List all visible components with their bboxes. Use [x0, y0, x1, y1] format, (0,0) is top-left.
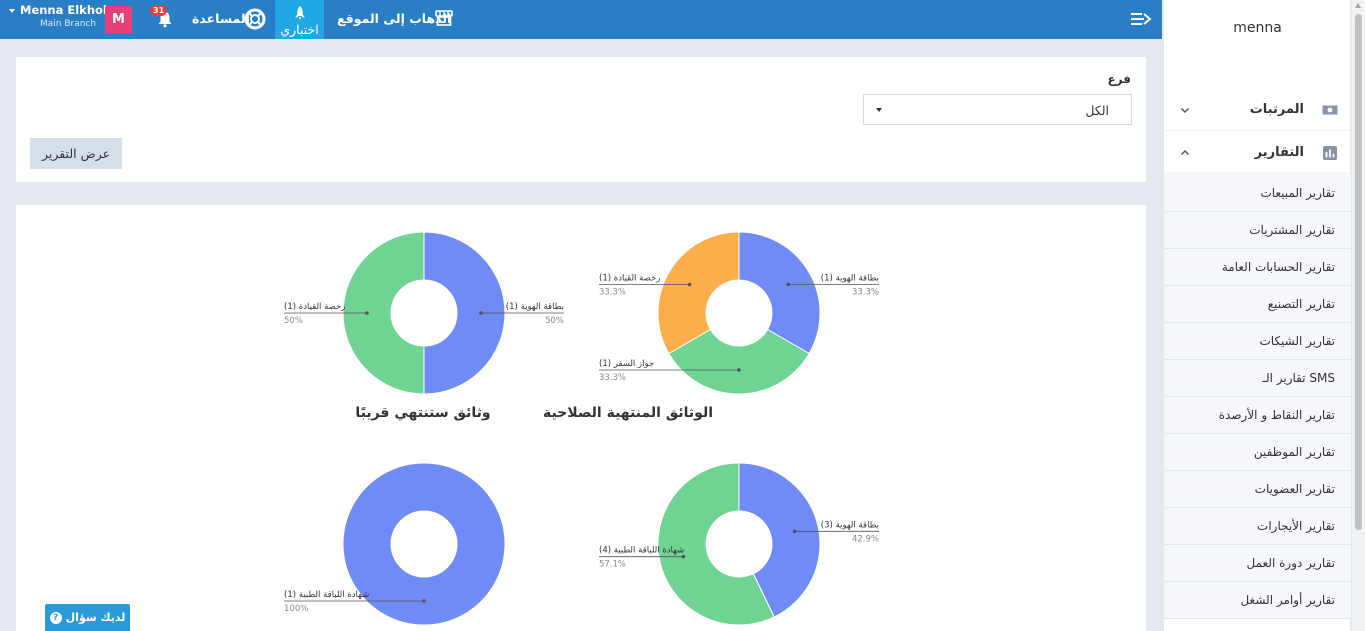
user-menu-caret-icon[interactable] [9, 9, 15, 13]
caret-down-icon [876, 108, 882, 112]
lifebuoy-icon[interactable] [244, 8, 266, 30]
sidebar: menna المرتبات التقارير تقارير المبيعات … [1163, 0, 1351, 631]
sidebar-item-rentals-reports[interactable]: تقارير الأيجارات [1164, 508, 1351, 545]
chart-title-expiring-soon: وثائق ستنتهي قريبًا [355, 405, 491, 421]
pie-slice [657, 231, 740, 355]
scrollbar[interactable] [1352, 0, 1365, 631]
sidebar-item-employees-reports[interactable]: تقارير الموظفين [1164, 434, 1351, 471]
slice-percent: 33.3% [599, 373, 626, 383]
sidebar-item-memberships-reports[interactable]: تقارير العضويات [1164, 471, 1351, 508]
sidebar-item-sales-reports[interactable]: تقارير المبيعات [1164, 175, 1351, 212]
test-mode-label: اختباري [280, 22, 319, 37]
slice-percent: 42.9% [852, 534, 879, 544]
sidebar-item-cheques-reports[interactable]: تقارير الشيكات [1164, 323, 1351, 360]
chevron-up-icon [1180, 149, 1190, 155]
scrollbar-thumb[interactable] [1355, 14, 1362, 530]
goto-site-link[interactable]: الذهاب إلى الموقع [337, 11, 452, 26]
sidebar-toggle-icon[interactable] [1130, 10, 1152, 28]
branch-select[interactable]: الكل [863, 94, 1132, 125]
show-report-button[interactable]: عرض التقرير [30, 138, 122, 169]
sidebar-item-reports[interactable]: التقارير [1164, 132, 1351, 174]
slice-label: بطاقة الهوية (3) [821, 520, 879, 530]
sidebar-item-manufacturing-reports[interactable]: تقارير التصنيع [1164, 286, 1351, 323]
pie-slice [738, 462, 821, 618]
user-name[interactable]: Menna Elkholy [20, 3, 115, 17]
sidebar-item-purchase-reports[interactable]: تقارير المشتريات [1164, 212, 1351, 249]
pie-slice [423, 231, 506, 395]
notifications-badge: 31 [150, 5, 168, 16]
pie-slice [738, 231, 821, 355]
top-navbar: Menna Elkholy Main Branch M 31 المساعدة … [0, 0, 1162, 39]
pie-slice [668, 328, 810, 395]
sidebar-item-points-reports[interactable]: تقارير النقاط و الأرصدة [1164, 397, 1351, 434]
branch-label: فرع [1107, 72, 1131, 86]
pie-slice [657, 462, 775, 626]
sidebar-item-sms-reports[interactable]: تقارير الـ SMS [1164, 360, 1351, 397]
slice-label: بطاقة الهوية (1) [821, 274, 879, 284]
pie-slice [342, 462, 506, 626]
filter-card: فرع الكل عرض التقرير [16, 57, 1146, 182]
sidebar-item-workflow-reports[interactable]: تقارير دورة العمل [1164, 545, 1351, 582]
slice-percent: 33.3% [852, 288, 879, 298]
question-icon: ? [49, 611, 62, 624]
sidebar-item-work-orders-reports[interactable]: تقارير أوامر الشغل [1164, 582, 1351, 619]
slice-label: رخصة القيادة (1) [284, 302, 345, 312]
test-mode-button[interactable]: اختباري [275, 0, 324, 39]
charts-card: بطاقة الهوية (1) 33.3% جواز السفر (1) 33.3%… [16, 205, 1146, 631]
chevron-down-icon [1180, 107, 1190, 113]
slice-percent: 50% [545, 316, 564, 326]
slice-label: بطاقة الهوية (1) [506, 302, 564, 312]
ask-question-label: لديك سؤال [65, 611, 126, 624]
chart-title-expired-documents: الوثائق المنتهية الصلاحية [542, 405, 714, 421]
help-link[interactable]: المساعدة [192, 11, 250, 26]
scroll-up-arrow-icon[interactable] [1355, 3, 1361, 8]
sidebar-item-accounting-reports[interactable]: تقارير الحسابات العامة [1164, 249, 1351, 286]
slice-percent: 33.3% [599, 288, 626, 298]
slice-label: جواز السفر (1) [599, 359, 654, 369]
slice-label: رخصة القيادة (1) [599, 274, 660, 284]
sidebar-item-salaries[interactable]: المرتبات [1164, 89, 1351, 131]
store-icon[interactable] [435, 10, 453, 26]
user-branch: Main Branch [40, 19, 97, 29]
reports-submenu: تقارير المبيعات تقارير المشتريات تقارير … [1164, 175, 1351, 619]
slice-label: شهادة اللياقة الطبية (1) [284, 590, 369, 600]
slice-percent: 57.1% [599, 560, 626, 570]
bar-chart-icon [1323, 145, 1337, 160]
ask-question-button[interactable]: ? لديك سؤال [45, 604, 130, 631]
branch-select-value: الكل [1085, 103, 1109, 118]
pie-slice [342, 231, 425, 395]
avatar[interactable]: M [105, 6, 132, 33]
money-icon [1322, 105, 1338, 114]
slice-percent: 100% [284, 604, 308, 614]
brand-name[interactable]: menna [1233, 20, 1282, 36]
charts-canvas: بطاقة الهوية (1) 33.3% جواز السفر (1) 33.3%… [284, 231, 879, 626]
sidebar-item-label: التقارير [1254, 145, 1304, 160]
rocket-icon [294, 6, 305, 20]
slice-percent: 50% [284, 316, 303, 326]
sidebar-item-label: المرتبات [1249, 102, 1304, 117]
slice-label: شهادة اللياقة الطبية (4) [599, 546, 684, 556]
